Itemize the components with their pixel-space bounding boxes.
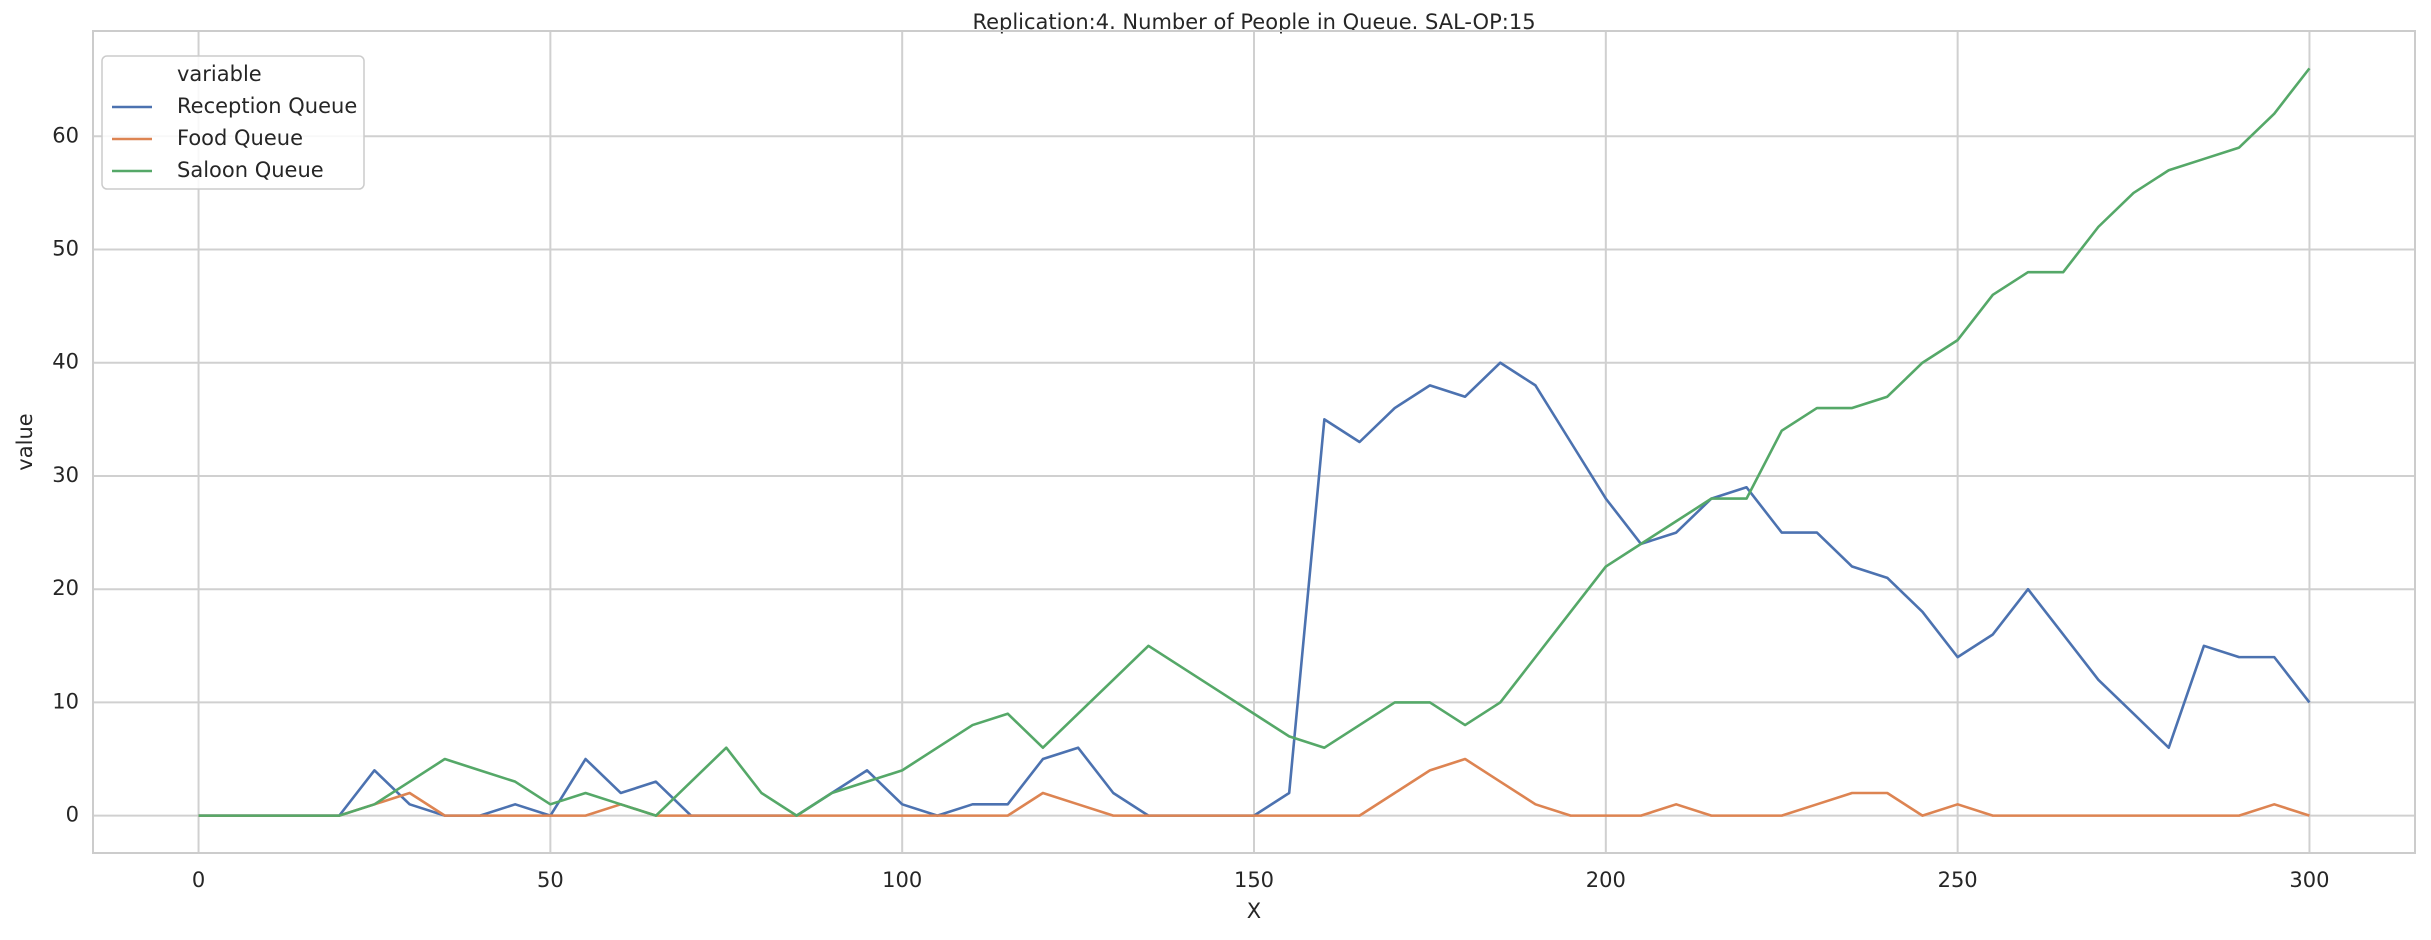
series-line <box>198 757 2310 817</box>
x-tick-label: 150 <box>1234 868 1274 892</box>
y-tick-label: 30 <box>52 463 79 487</box>
x-axis-label: X <box>1247 899 1261 923</box>
y-tick-label: 0 <box>66 803 79 827</box>
plot-frame <box>92 30 2416 854</box>
x-tick-label: 100 <box>882 868 922 892</box>
legend-box <box>101 55 365 190</box>
y-tick-label: 40 <box>52 350 79 374</box>
legend-label: Saloon Queue <box>177 158 324 182</box>
x-tick-label: 250 <box>1938 868 1978 892</box>
x-tick-label: 0 <box>192 868 205 892</box>
series-line <box>198 67 2311 817</box>
legend-label: Reception Queue <box>177 94 357 118</box>
x-tick-label: 300 <box>2289 868 2329 892</box>
x-tick-label: 200 <box>1586 868 1626 892</box>
legend-label: Food Queue <box>177 126 303 150</box>
legend-title: variable <box>177 62 262 86</box>
y-tick-label: 20 <box>52 576 79 600</box>
y-tick-label: 60 <box>52 123 79 147</box>
x-tick-label: 50 <box>537 868 564 892</box>
y-axis-label: value <box>13 413 37 470</box>
y-tick-label: 50 <box>52 237 79 261</box>
y-tick-label: 10 <box>52 689 79 713</box>
